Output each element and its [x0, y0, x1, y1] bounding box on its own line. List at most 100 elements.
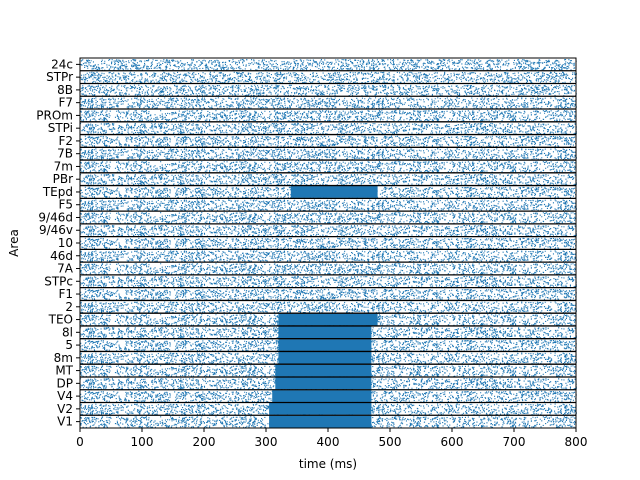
- spike-row: [80, 110, 577, 122]
- evoked-response-block: [278, 351, 372, 364]
- evoked-response-block: [269, 402, 372, 415]
- spike-row: [80, 148, 577, 161]
- spike-dots: [80, 416, 577, 429]
- y-tick-label: F5: [58, 198, 73, 212]
- x-tick-label: 700: [503, 435, 526, 449]
- area-separators: [80, 70, 576, 416]
- spike-row: [80, 199, 577, 212]
- y-tick-label: 2: [65, 300, 73, 314]
- y-tick-label: STPr: [46, 70, 73, 84]
- y-tick-label: STPi: [48, 121, 73, 135]
- x-tick-label: 600: [441, 435, 464, 449]
- spike-row: [80, 186, 577, 199]
- y-tick-label: 10: [58, 236, 73, 250]
- spike-row: [80, 161, 577, 173]
- spike-dots: [80, 122, 577, 135]
- spike-row: [80, 263, 577, 275]
- x-tick-label: 200: [193, 435, 216, 449]
- spike-dots: [80, 135, 577, 148]
- plot-area: [80, 59, 578, 429]
- spike-dots: [80, 110, 577, 122]
- spike-row: [80, 212, 577, 224]
- spike-dots: [80, 352, 577, 365]
- spike-dots: [80, 199, 577, 212]
- x-axis-label: time (ms): [299, 457, 357, 471]
- spike-row: [80, 351, 577, 365]
- spike-dots: [80, 212, 577, 224]
- y-axis-label: Area: [7, 229, 21, 257]
- evoked-response-block: [278, 339, 372, 351]
- y-tick-label: 7m: [54, 159, 73, 173]
- y-tick-label: 46d: [50, 249, 73, 263]
- x-tick-label: 0: [76, 435, 84, 449]
- spike-dots: [80, 84, 577, 97]
- spike-row: [80, 326, 577, 339]
- spike-dots: [80, 224, 577, 237]
- y-tick-label: PROm: [36, 108, 73, 122]
- evoked-response-block: [272, 390, 372, 402]
- spike-row: [80, 135, 577, 148]
- y-tick-label: 8m: [54, 351, 73, 365]
- y-axis: 24cSTPr8BF7PROmSTPiF27B7mPBrTEpdF59/46d9…: [36, 57, 80, 429]
- spike-row: [80, 71, 578, 84]
- spike-dots: [80, 71, 578, 84]
- spike-dots: [80, 59, 577, 71]
- spike-dots: [80, 403, 577, 416]
- spike-row: [80, 301, 577, 314]
- spike-row: [80, 275, 577, 288]
- spike-dots: [80, 161, 577, 173]
- x-tick-label: 300: [255, 435, 278, 449]
- y-tick-label: TEO: [48, 313, 73, 327]
- y-tick-label: TEpd: [42, 185, 73, 199]
- y-tick-label: 7A: [57, 262, 74, 276]
- spike-row: [80, 237, 577, 250]
- x-tick-label: 100: [131, 435, 154, 449]
- x-tick-label: 400: [317, 435, 340, 449]
- y-tick-label: STPc: [44, 274, 73, 288]
- spike-row: [80, 173, 577, 186]
- spike-dots: [80, 314, 577, 326]
- evoked-response-block: [275, 364, 372, 377]
- y-tick-label: F2: [58, 134, 73, 148]
- y-tick-label: V4: [57, 389, 73, 403]
- evoked-response-block: [290, 186, 378, 198]
- y-tick-label: 24c: [51, 57, 73, 71]
- spike-row: [80, 97, 577, 110]
- evoked-response-block: [275, 377, 372, 390]
- spike-dots: [80, 237, 577, 250]
- x-tick-label: 800: [565, 435, 588, 449]
- spike-dots: [80, 173, 577, 186]
- spike-dots: [80, 148, 577, 161]
- spike-row: [80, 59, 577, 71]
- spike-dots: [80, 275, 577, 288]
- y-tick-label: 8B: [57, 83, 73, 97]
- spike-dots: [80, 263, 577, 275]
- spike-row: [80, 84, 577, 97]
- spike-row: [80, 250, 577, 263]
- spike-row: [80, 313, 577, 326]
- y-tick-label: F1: [58, 287, 73, 301]
- spike-row: [80, 377, 577, 390]
- y-tick-label: V1: [57, 415, 73, 429]
- spike-row: [80, 122, 577, 135]
- y-tick-label: 5: [65, 338, 73, 352]
- y-tick-label: 9/46v: [39, 223, 73, 237]
- spike-row: [80, 390, 577, 403]
- spike-dots: [80, 365, 577, 377]
- spike-row: [80, 339, 577, 352]
- y-tick-label: 8l: [62, 325, 73, 339]
- y-tick-label: PBr: [53, 172, 73, 186]
- evoked-response-block: [269, 415, 372, 428]
- y-tick-label: 9/46d: [38, 210, 73, 224]
- spike-dots: [80, 97, 577, 110]
- y-tick-label: V2: [57, 402, 73, 416]
- spike-raster: [80, 59, 578, 429]
- spike-dots: [80, 288, 577, 301]
- spike-dots: [80, 339, 577, 352]
- spike-dots: [80, 186, 577, 199]
- spike-row: [80, 288, 577, 301]
- spike-row: [80, 364, 577, 377]
- spike-dots: [80, 301, 577, 314]
- x-tick-label: 500: [379, 435, 402, 449]
